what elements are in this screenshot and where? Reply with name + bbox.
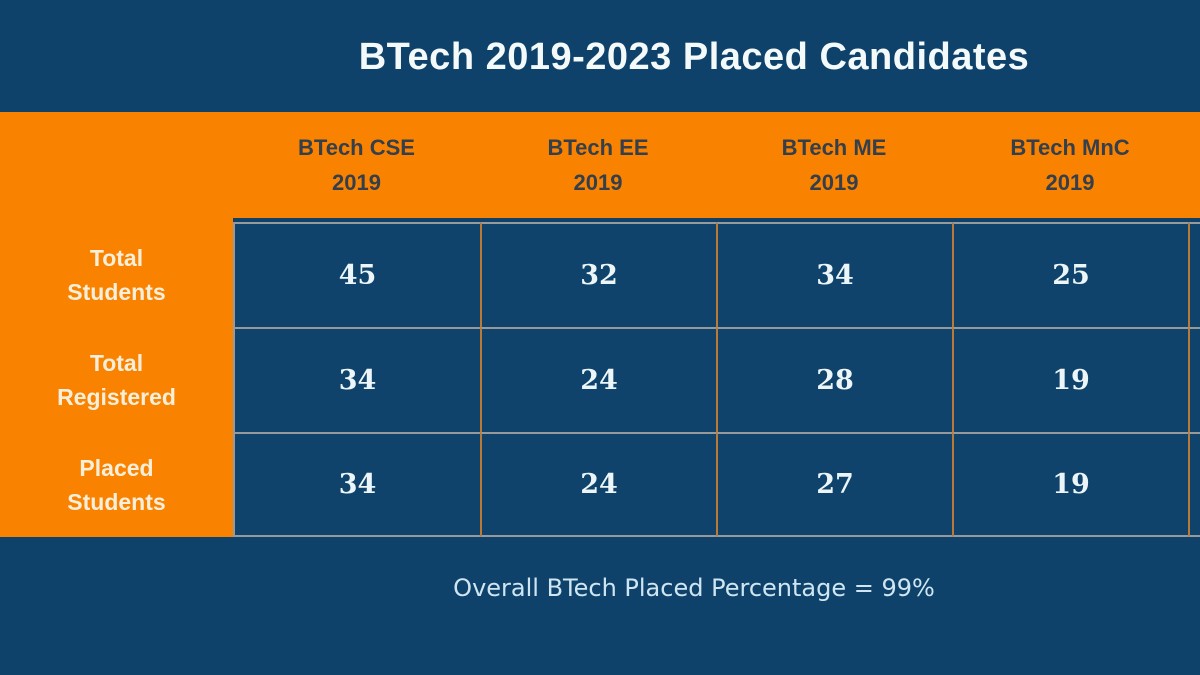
column-header-me: BTech ME 2019	[716, 112, 952, 218]
column-header-year: 2019	[809, 170, 859, 195]
row-label-placed-students: Placed Students	[0, 432, 233, 537]
row-label-line: Placed	[79, 454, 154, 481]
table-cell: 19	[952, 327, 1188, 432]
table-cell: 34	[716, 222, 952, 327]
column-header-name: BTech CSE	[298, 135, 415, 160]
column-header-mnc: BTech MnC 2019	[952, 112, 1188, 218]
table-cell: 34	[233, 432, 480, 537]
column-header-name: BTech EE	[547, 135, 649, 160]
overall-percentage-note: Overall BTech Placed Percentage = 99%	[453, 574, 935, 602]
table-cell: 28	[716, 327, 952, 432]
column-header-year: 2019	[573, 170, 623, 195]
column-header-cse: BTech CSE 2019	[233, 112, 480, 218]
table-cell: 32	[480, 222, 716, 327]
row-label-line: Total	[89, 349, 144, 376]
column-header-year: 2019	[332, 170, 381, 195]
row-label-column: Total Students Total Registered Placed S…	[0, 218, 233, 537]
table-cell: 19	[952, 432, 1188, 537]
table-cell: 27	[716, 432, 952, 537]
column-header-name: BTech ME	[781, 135, 887, 160]
table-cell-cutoff	[1188, 432, 1200, 537]
column-header-ee: BTech EE 2019	[480, 112, 716, 218]
column-header-name: BTech MnC	[1010, 135, 1130, 160]
table-header-band: BTech CSE 2019 BTech EE 2019 BTech ME 20…	[0, 112, 1200, 218]
row-label-line: Total	[89, 244, 144, 271]
table-cell: 25	[952, 222, 1188, 327]
table-cell: 24	[480, 432, 716, 537]
row-label-line: Students	[67, 488, 166, 515]
placement-table: 45 32 34 25 34 24 28 19 34 24 27 19	[233, 222, 1200, 537]
row-label-line: Students	[67, 278, 166, 305]
table-cell-cutoff	[1188, 222, 1200, 327]
table-cell: 34	[233, 327, 480, 432]
row-label-line: Registered	[57, 383, 176, 410]
page-title: BTech 2019-2023 Placed Candidates	[358, 36, 1030, 78]
column-header-year: 2019	[1045, 170, 1095, 195]
table-cell: 24	[480, 327, 716, 432]
table-cell: 45	[233, 222, 480, 327]
row-label-total-students: Total Students	[0, 222, 233, 327]
row-label-total-registered: Total Registered	[0, 327, 233, 432]
table-cell-cutoff	[1188, 327, 1200, 432]
